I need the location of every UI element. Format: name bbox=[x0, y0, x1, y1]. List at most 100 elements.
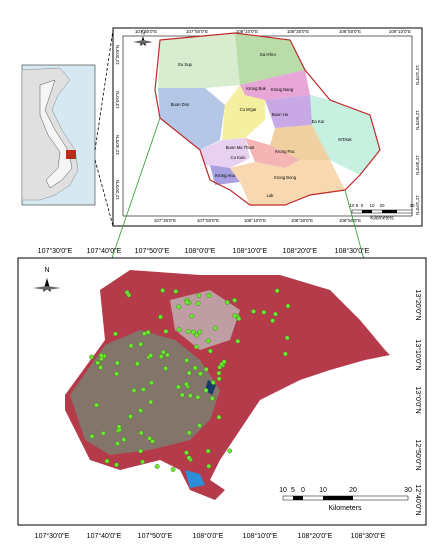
sample-point bbox=[179, 392, 185, 398]
sample-point bbox=[216, 376, 222, 382]
sample-point bbox=[89, 354, 94, 360]
sample-point bbox=[114, 371, 120, 377]
scale-label: 10 bbox=[279, 487, 287, 494]
lon-label: 107°30'0"E bbox=[135, 29, 157, 34]
sample-point bbox=[184, 357, 190, 363]
sample-point bbox=[176, 304, 182, 310]
sample-point bbox=[197, 423, 202, 428]
scale-unit: Kilometers bbox=[370, 215, 394, 221]
sample-point bbox=[185, 329, 191, 334]
sample-point bbox=[124, 290, 130, 295]
sample-point bbox=[184, 450, 189, 456]
sample-point bbox=[158, 314, 164, 320]
lon-label: 108°0'0"E bbox=[193, 532, 224, 540]
north-arrow bbox=[33, 278, 61, 292]
lat-label: 12°50'0"N bbox=[414, 439, 422, 470]
sample-point bbox=[221, 359, 227, 365]
sample-point bbox=[235, 338, 241, 344]
sample-point bbox=[261, 309, 267, 315]
sample-point bbox=[150, 438, 156, 444]
connector bbox=[94, 159, 114, 227]
sample-point bbox=[158, 354, 164, 359]
sample-point bbox=[131, 388, 137, 393]
sample-point bbox=[163, 328, 169, 334]
label: N bbox=[44, 267, 49, 274]
sample-point bbox=[128, 343, 134, 349]
sample-point bbox=[140, 459, 145, 465]
sample-point bbox=[147, 435, 152, 441]
lon-label: 108°20'0"E bbox=[298, 532, 333, 540]
lon-label: 108°10'0"E bbox=[236, 29, 258, 34]
sample-point bbox=[194, 332, 200, 338]
sample-point bbox=[186, 430, 192, 436]
lat-label: 12°50'0"N bbox=[415, 110, 420, 130]
lon-label: 108°20'0"E bbox=[283, 247, 318, 255]
sample-point bbox=[114, 462, 119, 468]
sample-point bbox=[187, 393, 193, 399]
district-label: Krong Nang bbox=[271, 87, 294, 92]
sample-point bbox=[197, 329, 203, 335]
district-label: Krong Ana bbox=[215, 173, 235, 178]
sample-point bbox=[128, 414, 133, 419]
sample-point bbox=[192, 365, 198, 371]
sample-point bbox=[210, 380, 216, 385]
sample-point bbox=[160, 349, 166, 355]
sample-point bbox=[196, 292, 202, 298]
district-label: M'Drak bbox=[338, 137, 352, 142]
lon-label: 108°30'0"E bbox=[351, 532, 386, 540]
district-label: Buon Don bbox=[171, 102, 190, 107]
sample-point bbox=[203, 387, 209, 393]
sample-point bbox=[175, 384, 181, 390]
sample-point bbox=[270, 318, 276, 324]
scale-label: 20 bbox=[349, 487, 357, 494]
sample-point bbox=[205, 448, 211, 454]
sample-point bbox=[138, 430, 144, 436]
lon-label: 107°50'0"E bbox=[135, 247, 170, 255]
district-label: Cu M'gar bbox=[240, 107, 257, 112]
district-label: Buon Ho bbox=[272, 112, 289, 117]
sample-point bbox=[94, 402, 99, 408]
sample-point bbox=[121, 437, 127, 442]
sample-point bbox=[154, 464, 160, 469]
lon-label: 107°50'0"E bbox=[197, 218, 219, 223]
sample-point bbox=[115, 441, 120, 446]
district-label: Krong Buk bbox=[246, 86, 266, 91]
district-label: Krong Bong bbox=[274, 175, 297, 180]
sample-point bbox=[104, 458, 110, 464]
lat-label: 13°0'0"N bbox=[414, 386, 422, 413]
sample-point bbox=[216, 370, 222, 376]
sample-point bbox=[138, 341, 144, 347]
district-label: Cu Kuin bbox=[231, 155, 247, 160]
scale-label: 10 bbox=[369, 203, 375, 208]
district-map bbox=[112, 27, 423, 227]
sample-point bbox=[163, 365, 169, 371]
lon-label: 108°50'0"E bbox=[339, 29, 361, 34]
district-label: Krong Pac bbox=[275, 149, 295, 154]
lon-label: 107°40'0"E bbox=[87, 247, 122, 255]
district-label: Ea Sup bbox=[178, 62, 192, 67]
lon-label: 107°50'0"E bbox=[138, 532, 173, 540]
sample-point bbox=[140, 386, 146, 392]
lon-label: 108°0'0"E bbox=[185, 247, 216, 255]
sample-point bbox=[138, 448, 144, 454]
sample-point bbox=[195, 394, 201, 400]
lon-label: 107°30'0"E bbox=[154, 218, 176, 223]
scale-label: 5 bbox=[291, 487, 295, 494]
sample-point bbox=[138, 408, 144, 413]
sample-point bbox=[134, 361, 140, 367]
sample-point bbox=[232, 297, 238, 303]
sample-point bbox=[95, 360, 101, 366]
sample-point bbox=[193, 344, 199, 350]
sample-point bbox=[164, 352, 170, 358]
connector bbox=[94, 29, 114, 151]
district-label: Ea H'leo bbox=[260, 52, 276, 57]
sample-point bbox=[148, 353, 154, 358]
lon-label: 107°30'0"E bbox=[38, 247, 73, 255]
sample-point bbox=[206, 463, 212, 469]
district-label: Lak bbox=[267, 193, 275, 198]
lon-label: 109°10'0"E bbox=[389, 29, 411, 34]
lon-label: 108°30'0"E bbox=[291, 218, 313, 223]
lon-label: 108°30'0"E bbox=[287, 29, 309, 34]
sample-point bbox=[224, 299, 230, 305]
lat-label: 13°20'0"N bbox=[414, 289, 422, 320]
